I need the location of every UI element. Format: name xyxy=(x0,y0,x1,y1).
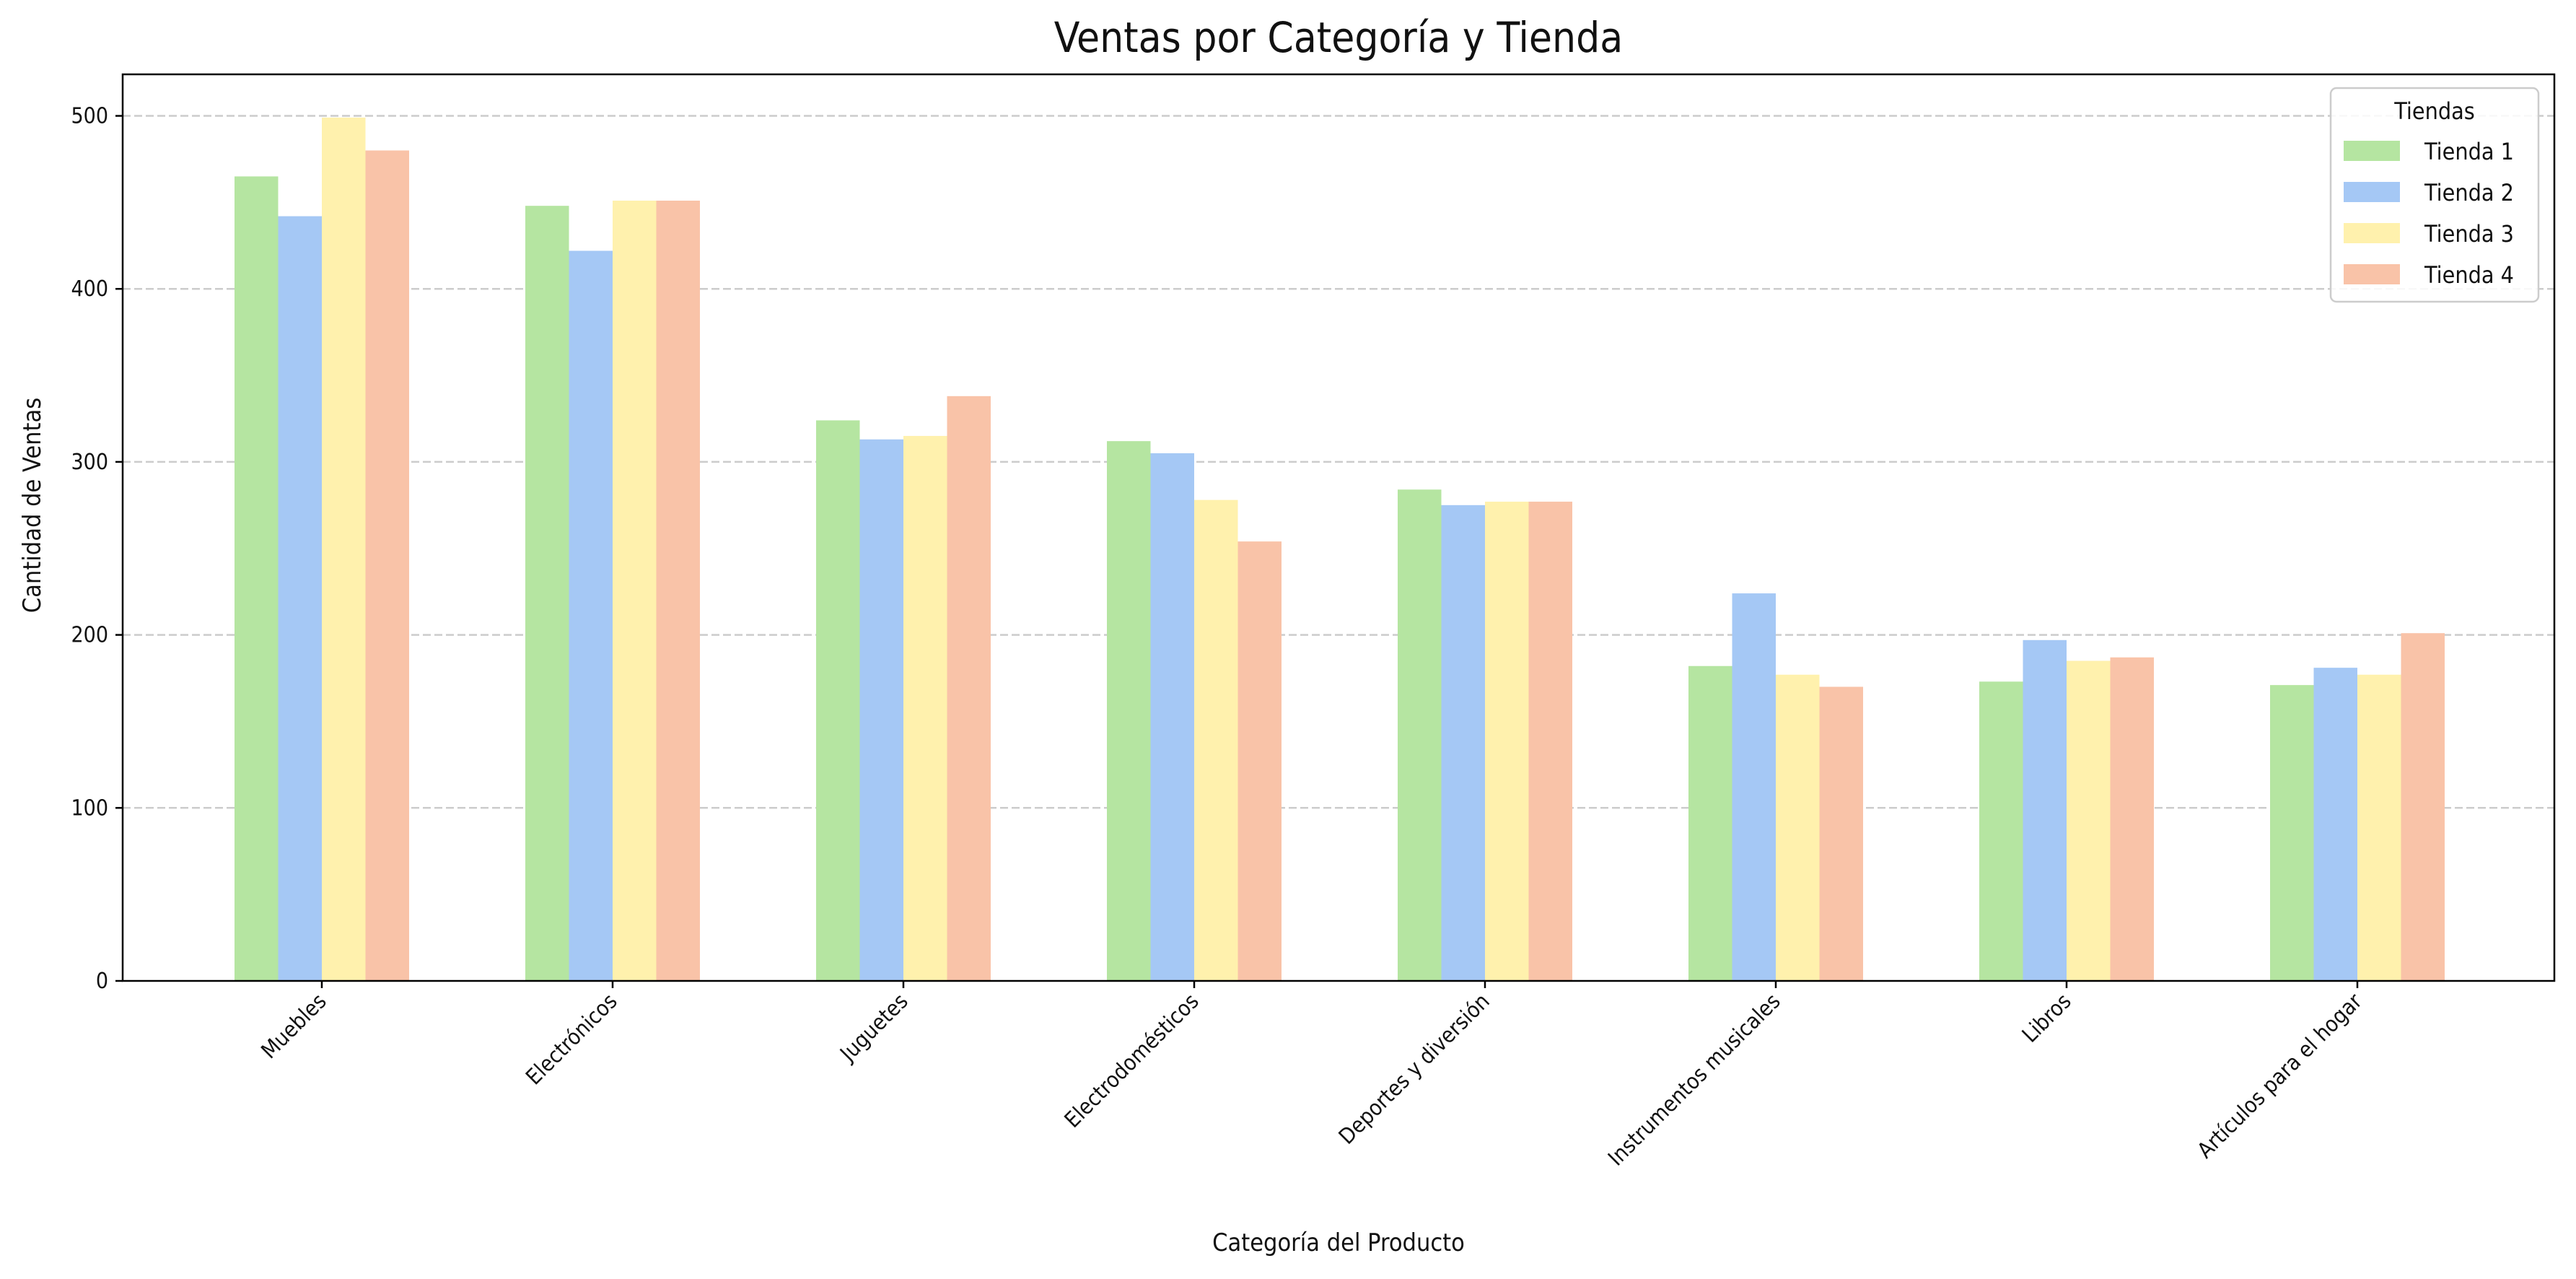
bar-tienda-1-5 xyxy=(1688,665,1732,981)
bar-tienda-4-3 xyxy=(1237,541,1282,981)
x-tick-label: Electrónicos xyxy=(521,989,622,1090)
bar-tienda-1-4 xyxy=(1398,489,1442,981)
bar-tienda-3-3 xyxy=(1194,499,1238,981)
y-tick-label: 300 xyxy=(71,450,108,475)
y-axis-label: Cantidad de Ventas xyxy=(18,398,47,613)
x-tick-label: Electrodomésticos xyxy=(1060,989,1204,1133)
bar-tienda-1-2 xyxy=(816,420,860,981)
y-tick-label: 200 xyxy=(71,623,108,648)
bar-tienda-3-5 xyxy=(1776,674,1820,981)
axes: 0 100 200 300 400 500 Muebles Electrónicos Jugue… xyxy=(71,73,2556,1171)
legend-title: Tiendas xyxy=(2393,97,2474,125)
bar-tienda-2-4 xyxy=(1441,505,1485,981)
bar-tienda-3-0 xyxy=(322,117,366,981)
bars xyxy=(235,117,2445,982)
bar-tienda-4-7 xyxy=(2401,633,2445,981)
bar-tienda-2-6 xyxy=(2023,640,2067,981)
bar-tienda-1-7 xyxy=(2270,685,2314,981)
bar-tienda-4-5 xyxy=(1819,686,1863,981)
y-tick-label: 0 xyxy=(96,969,108,994)
gridlines xyxy=(123,115,2554,809)
bar-tienda-2-0 xyxy=(278,216,322,982)
x-tick-label: Libros xyxy=(2018,989,2077,1048)
bar-tienda-1-1 xyxy=(525,206,569,981)
legend: Tiendas Tienda 1 Tienda 2 Tienda 3 Tienda 4 xyxy=(2329,87,2540,303)
legend-swatch xyxy=(2344,141,2400,161)
legend-swatch xyxy=(2344,223,2400,243)
bar-tienda-1-3 xyxy=(1107,441,1151,981)
x-tick-label: Artículos para el hogar xyxy=(2193,988,2368,1164)
legend-swatch xyxy=(2344,182,2400,202)
x-axis-label: Categoría del Producto xyxy=(1212,1228,1465,1257)
bar-tienda-2-3 xyxy=(1150,453,1194,981)
bar-tienda-3-1 xyxy=(613,200,657,982)
bar-tienda-4-2 xyxy=(947,396,991,981)
y-tick-label: 100 xyxy=(71,795,108,821)
x-tick-label: Juguetes xyxy=(835,989,914,1068)
bar-tienda-4-4 xyxy=(1528,502,1572,981)
bar-tienda-4-1 xyxy=(656,200,700,982)
bar-tienda-3-2 xyxy=(903,435,947,981)
chart-title: Ventas por Categoría y Tienda xyxy=(1054,13,1623,62)
legend-label: Tienda 3 xyxy=(2424,220,2514,248)
legend-label: Tienda 4 xyxy=(2424,261,2514,289)
bar-tienda-3-6 xyxy=(2067,660,2111,981)
x-tick-label: Muebles xyxy=(256,989,331,1064)
bar-tienda-4-0 xyxy=(365,150,409,981)
y-tick-label: 500 xyxy=(71,104,108,129)
bar-tienda-2-2 xyxy=(859,439,903,981)
bar-tienda-3-7 xyxy=(2357,674,2401,981)
bar-tienda-1-6 xyxy=(1979,681,2023,981)
bar-tienda-2-1 xyxy=(569,250,613,982)
bar-tienda-2-7 xyxy=(2313,668,2357,981)
plot-frame xyxy=(121,73,2556,982)
bar-tienda-3-4 xyxy=(1485,502,1529,981)
bar-tienda-1-0 xyxy=(235,176,279,982)
bar-tienda-4-6 xyxy=(2110,657,2154,981)
legend-label: Tienda 2 xyxy=(2424,179,2514,206)
legend-label: Tienda 1 xyxy=(2424,138,2514,165)
bar-tienda-2-5 xyxy=(1732,593,1776,981)
legend-swatch xyxy=(2344,264,2400,284)
x-tick-label: Instrumentos musicales xyxy=(1603,989,1786,1171)
y-tick-label: 400 xyxy=(71,276,108,302)
x-tick-label: Deportes y diversión xyxy=(1334,989,1495,1150)
